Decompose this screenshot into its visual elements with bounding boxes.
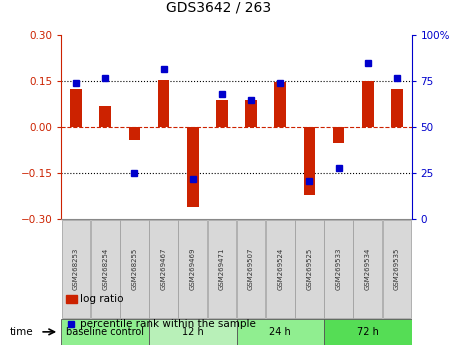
FancyBboxPatch shape xyxy=(236,319,324,345)
Bar xyxy=(216,100,228,127)
FancyBboxPatch shape xyxy=(324,319,412,345)
Text: GSM269467: GSM269467 xyxy=(160,248,166,290)
Text: 72 h: 72 h xyxy=(357,327,379,337)
FancyBboxPatch shape xyxy=(149,221,178,318)
Text: GSM269469: GSM269469 xyxy=(190,248,196,290)
FancyBboxPatch shape xyxy=(237,221,265,318)
Bar xyxy=(304,127,315,195)
Text: GSM269534: GSM269534 xyxy=(365,248,371,290)
FancyBboxPatch shape xyxy=(91,221,120,318)
Text: percentile rank within the sample: percentile rank within the sample xyxy=(80,319,256,329)
Text: baseline control: baseline control xyxy=(66,327,144,337)
FancyBboxPatch shape xyxy=(120,221,149,318)
Bar xyxy=(70,89,82,127)
Bar xyxy=(391,89,403,127)
Bar xyxy=(158,80,169,127)
FancyBboxPatch shape xyxy=(295,221,324,318)
Bar xyxy=(187,127,199,207)
Text: GSM268255: GSM268255 xyxy=(131,248,138,290)
Bar xyxy=(245,100,257,127)
Text: 24 h: 24 h xyxy=(270,327,291,337)
Bar xyxy=(333,127,344,143)
FancyBboxPatch shape xyxy=(383,221,411,318)
Bar xyxy=(129,127,140,140)
FancyBboxPatch shape xyxy=(149,319,236,345)
FancyBboxPatch shape xyxy=(353,221,382,318)
FancyBboxPatch shape xyxy=(178,221,207,318)
Text: GDS3642 / 263: GDS3642 / 263 xyxy=(166,0,271,14)
Bar xyxy=(99,106,111,127)
Text: GSM268254: GSM268254 xyxy=(102,248,108,290)
Text: log ratio: log ratio xyxy=(80,294,124,304)
FancyBboxPatch shape xyxy=(61,319,149,345)
FancyBboxPatch shape xyxy=(266,221,295,318)
Text: GSM269507: GSM269507 xyxy=(248,248,254,290)
Text: GSM269471: GSM269471 xyxy=(219,248,225,290)
Text: GSM269535: GSM269535 xyxy=(394,248,400,290)
Text: GSM269524: GSM269524 xyxy=(277,248,283,290)
FancyBboxPatch shape xyxy=(324,221,353,318)
Bar xyxy=(274,82,286,127)
Text: GSM268253: GSM268253 xyxy=(73,248,79,290)
FancyBboxPatch shape xyxy=(62,221,90,318)
Bar xyxy=(66,295,77,303)
Text: GSM269525: GSM269525 xyxy=(307,248,313,290)
Text: 12 h: 12 h xyxy=(182,327,203,337)
Text: GSM269533: GSM269533 xyxy=(335,248,342,290)
FancyBboxPatch shape xyxy=(208,221,236,318)
Bar xyxy=(362,81,374,127)
Text: time: time xyxy=(9,327,33,337)
